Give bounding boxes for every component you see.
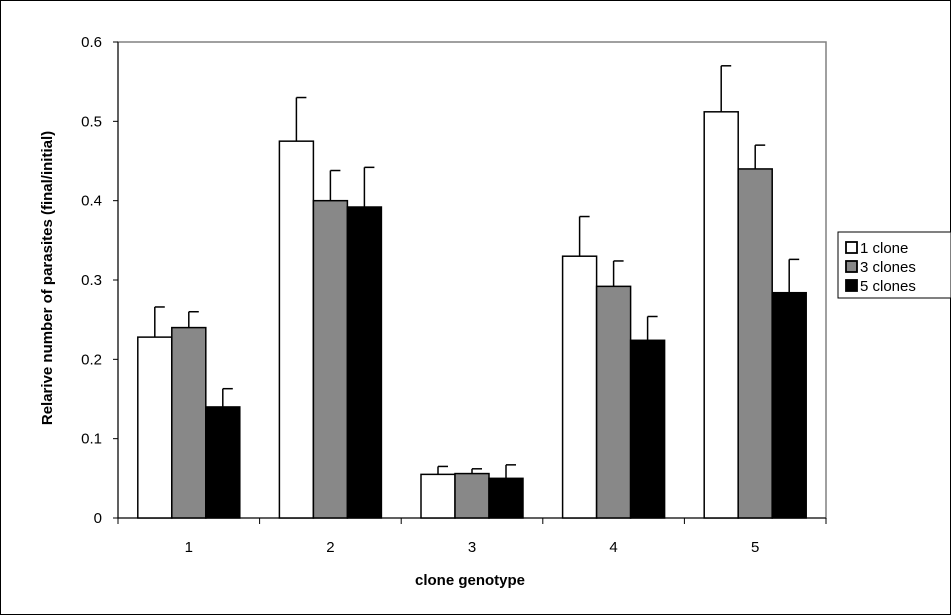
bar-5-clones-4: [629, 339, 666, 519]
legend-label-5-clones: 5 clones: [860, 278, 916, 295]
x-axis-title: clone genotype: [415, 572, 525, 589]
x-tick-label: 3: [468, 539, 476, 556]
y-tick-label: 0.5: [81, 113, 102, 130]
bar-5-clones-1: [205, 406, 241, 519]
legend: 1 clone 3 clones 5 clones: [837, 231, 951, 299]
bar-5-clones-5: [771, 291, 807, 519]
bar-3-clones-2: [312, 199, 349, 519]
y-tick-label: 0.4: [81, 193, 102, 210]
legend-label-3-clones: 3 clones: [860, 259, 916, 276]
plot-area: 0 0.1 0.2 0.3 0.4 0.5 0.6 1 2 3 4 5: [81, 34, 827, 556]
bar-3-clones-4: [595, 285, 632, 519]
legend-swatch-3-clones: [845, 260, 858, 273]
bar-1-clone-1: [137, 336, 173, 519]
x-tick-label: 5: [751, 539, 759, 556]
bar-1-clone-3: [420, 473, 456, 519]
legend-swatch-5-clones: [845, 279, 858, 292]
x-tick-label: 1: [185, 539, 193, 556]
x-tick-label: 4: [609, 539, 617, 556]
y-tick-label: 0.1: [81, 431, 102, 448]
y-tick-label: 0.6: [81, 34, 102, 51]
x-tick-label: 2: [326, 539, 334, 556]
y-axis-title: Relarive number of parasites (final/init…: [39, 131, 56, 425]
bar-1-clone-5: [703, 111, 739, 519]
y-tick-label: 0.2: [81, 351, 102, 368]
bar-5-clones-2: [346, 206, 383, 519]
y-tick-label: 0.3: [81, 272, 102, 289]
legend-label-1-clone: 1 clone: [860, 240, 908, 257]
bar-3-clones-3: [454, 472, 490, 519]
bar-3-clones-5: [737, 168, 773, 519]
y-tick-label: 0: [94, 510, 102, 527]
bar-1-clone-4: [561, 255, 598, 519]
bar-5-clones-3: [488, 477, 524, 519]
bar-1-clone-2: [278, 140, 315, 519]
bar-3-clones-1: [171, 326, 207, 519]
legend-swatch-1-clone: [845, 241, 858, 254]
